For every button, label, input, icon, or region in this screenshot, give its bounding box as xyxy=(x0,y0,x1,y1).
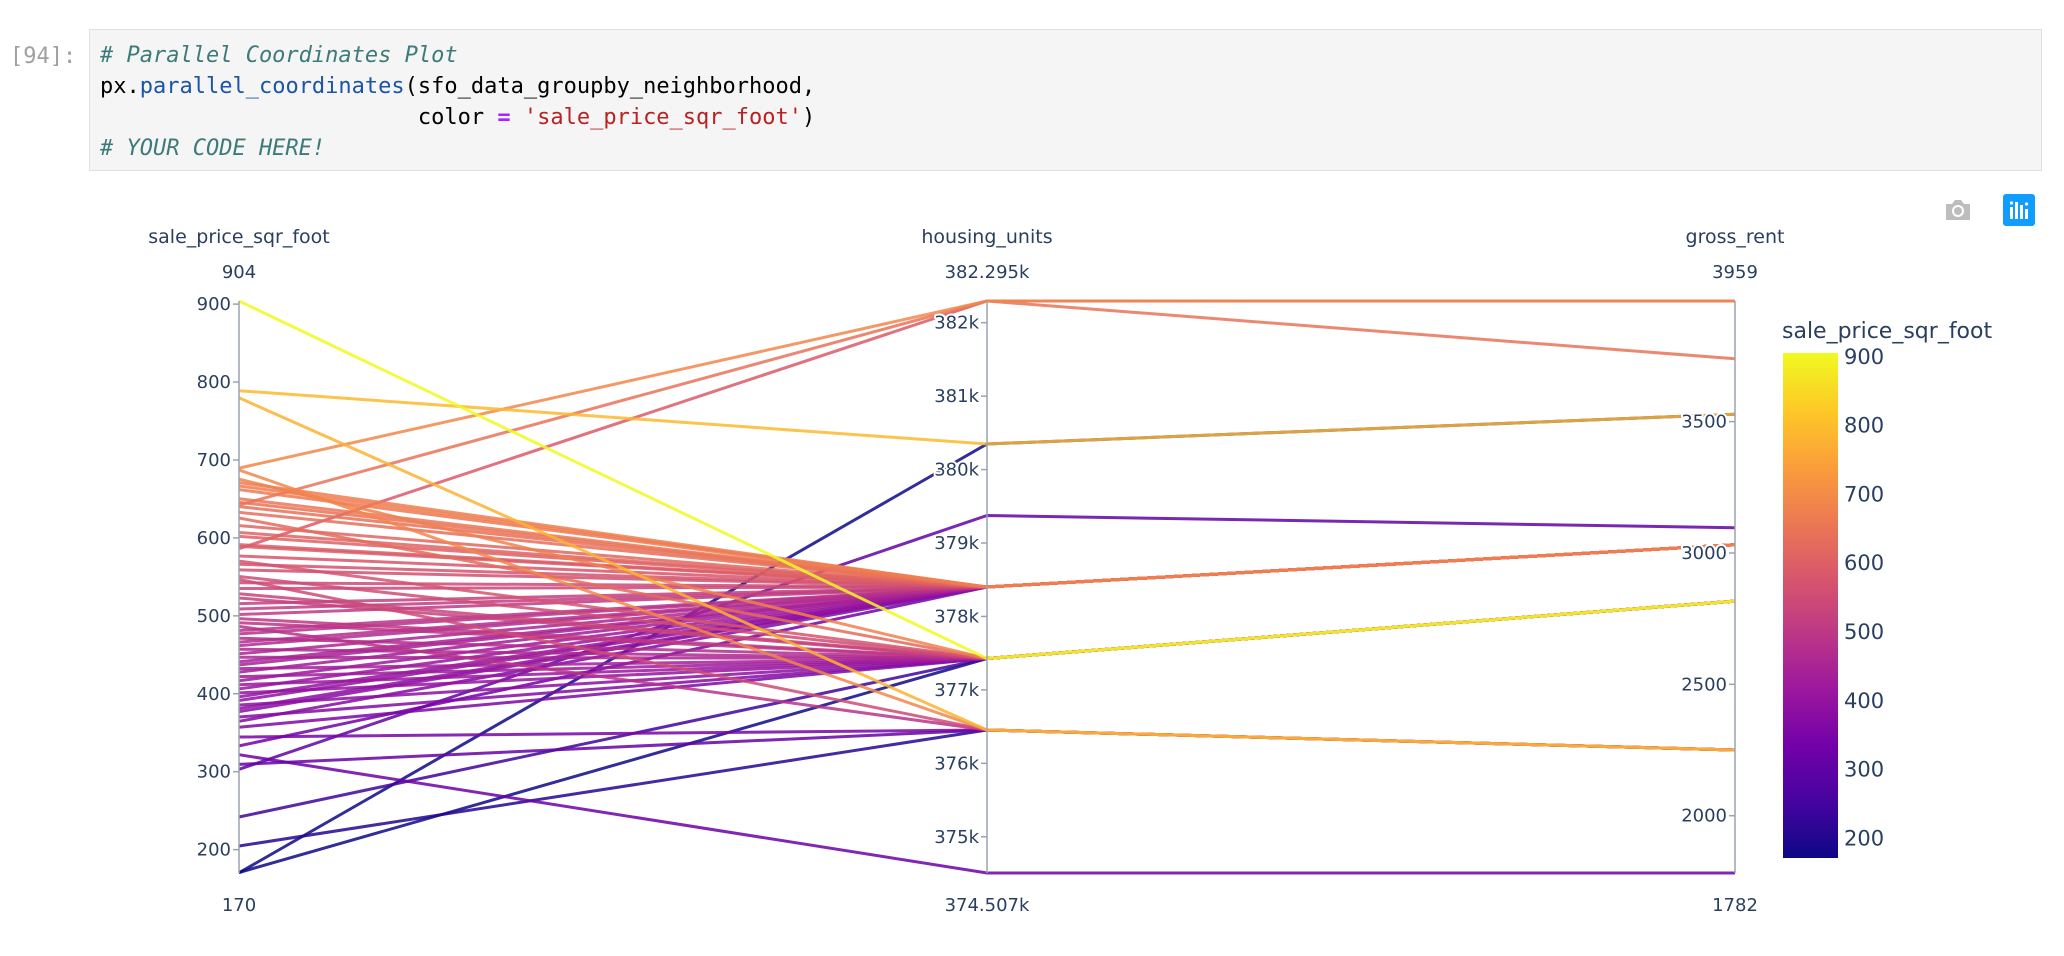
tick-label-halo: 382k xyxy=(934,313,979,334)
tick-label-halo: 2000 xyxy=(1681,806,1727,827)
axis-title[interactable]: sale_price_sqr_foot xyxy=(148,226,329,248)
axis-range-max: 904 xyxy=(222,262,256,283)
tick-label: 400 xyxy=(197,684,231,705)
code-comment: # Parallel Coordinates Plot xyxy=(100,43,458,68)
tick-label: 378k xyxy=(934,606,979,627)
colorbar-tick-label: 200 xyxy=(1844,826,1884,850)
tick-label: 200 xyxy=(197,840,231,861)
code-function: parallel_coordinates xyxy=(139,74,405,99)
axis-title[interactable]: housing_units xyxy=(921,226,1052,248)
code-comment: # YOUR CODE HERE! xyxy=(100,136,326,161)
tick-label: 379k xyxy=(934,533,979,554)
code-text: color xyxy=(100,105,498,130)
tick-label: 3500 xyxy=(1681,412,1727,433)
tick-label: 500 xyxy=(197,606,231,627)
tick-label-halo: 380k xyxy=(934,460,979,481)
tick-label-halo: 381k xyxy=(934,386,979,407)
colorbar-gradient xyxy=(1783,353,1838,858)
tick-label-halo: 600 xyxy=(197,528,231,549)
parallel-coordinates-chart[interactable]: sale_price_sqr_foot 904 170 200 200 300 300 400… xyxy=(0,190,2064,930)
code-text: (sfo_data_groupby_neighborhood, xyxy=(404,74,816,99)
colorbar-tick-label: 900 xyxy=(1844,345,1884,369)
code-line-1: # Parallel Coordinates Plot xyxy=(100,40,2031,71)
tick-label-halo: 376k xyxy=(934,753,979,774)
code-line-4: # YOUR CODE HERE! xyxy=(100,133,2031,164)
tick-label-halo: 2500 xyxy=(1681,674,1727,695)
tick-label: 600 xyxy=(197,528,231,549)
colorbar-tick-label: 500 xyxy=(1844,620,1884,644)
colorbar-tick-label: 700 xyxy=(1844,482,1884,506)
code-line-3: color = 'sale_price_sqr_foot') xyxy=(100,102,2031,133)
tick-label-halo: 378k xyxy=(934,606,979,627)
code-text xyxy=(511,105,524,130)
colorbar: sale_price_sqr_foot 200 300 400 500 600 700 800… xyxy=(1782,319,1992,858)
tick-label: 2000 xyxy=(1681,806,1727,827)
tick-label-halo: 400 xyxy=(197,684,231,705)
axis-range-min: 374.507k xyxy=(945,895,1030,916)
tick-label-halo: 700 xyxy=(197,450,231,471)
tick-label-halo: 379k xyxy=(934,533,979,554)
tick-label-halo: 375k xyxy=(934,827,979,848)
axis-range-max: 3959 xyxy=(1712,262,1758,283)
tick-label: 377k xyxy=(934,680,979,701)
code-operator: = xyxy=(497,105,511,130)
tick-label: 800 xyxy=(197,372,231,393)
axis-range-min: 1782 xyxy=(1712,895,1758,916)
colorbar-tick-label: 300 xyxy=(1844,758,1884,782)
code-line-2: px.parallel_coordinates(sfo_data_groupby… xyxy=(100,71,2031,102)
tick-label-halo: 500 xyxy=(197,606,231,627)
tick-label: 375k xyxy=(934,827,979,848)
tick-label: 381k xyxy=(934,386,979,407)
colorbar-tick-label: 800 xyxy=(1844,414,1884,438)
axes: sale_price_sqr_foot904170200200300300400… xyxy=(148,226,1784,916)
tick-label-halo: 300 xyxy=(197,762,231,783)
axis-range-min: 170 xyxy=(222,895,256,916)
tick-label-halo: 800 xyxy=(197,372,231,393)
plotly-logo-icon[interactable] xyxy=(2003,194,2035,226)
tick-label: 380k xyxy=(934,460,979,481)
tick-label-halo: 200 xyxy=(197,840,231,861)
colorbar-tick-label: 600 xyxy=(1844,551,1884,575)
tick-label-halo: 900 xyxy=(197,294,231,315)
colorbar-title: sale_price_sqr_foot xyxy=(1782,319,1992,344)
tick-label: 2500 xyxy=(1681,674,1727,695)
tick-label-halo: 3000 xyxy=(1681,543,1727,564)
code-text: ) xyxy=(802,105,816,130)
code-string: 'sale_price_sqr_foot' xyxy=(523,105,803,130)
tick-label: 900 xyxy=(197,294,231,315)
tick-label-halo: 3500 xyxy=(1681,412,1727,433)
tick-label-halo: 377k xyxy=(934,680,979,701)
tick-label: 376k xyxy=(934,753,979,774)
cell-prompt: [94]: xyxy=(10,44,77,69)
colorbar-tick-label: 400 xyxy=(1844,689,1884,713)
tick-label: 382k xyxy=(934,313,979,334)
code-cell-editor[interactable]: # Parallel Coordinates Plot px.parallel_… xyxy=(89,29,2042,171)
axis-title[interactable]: gross_rent xyxy=(1686,226,1785,248)
tick-label: 300 xyxy=(197,762,231,783)
axis-range-max: 382.295k xyxy=(945,262,1030,283)
camera-icon[interactable] xyxy=(1942,194,1974,226)
code-text: px. xyxy=(100,74,140,99)
tick-label: 700 xyxy=(197,450,231,471)
tick-label: 3000 xyxy=(1681,543,1727,564)
